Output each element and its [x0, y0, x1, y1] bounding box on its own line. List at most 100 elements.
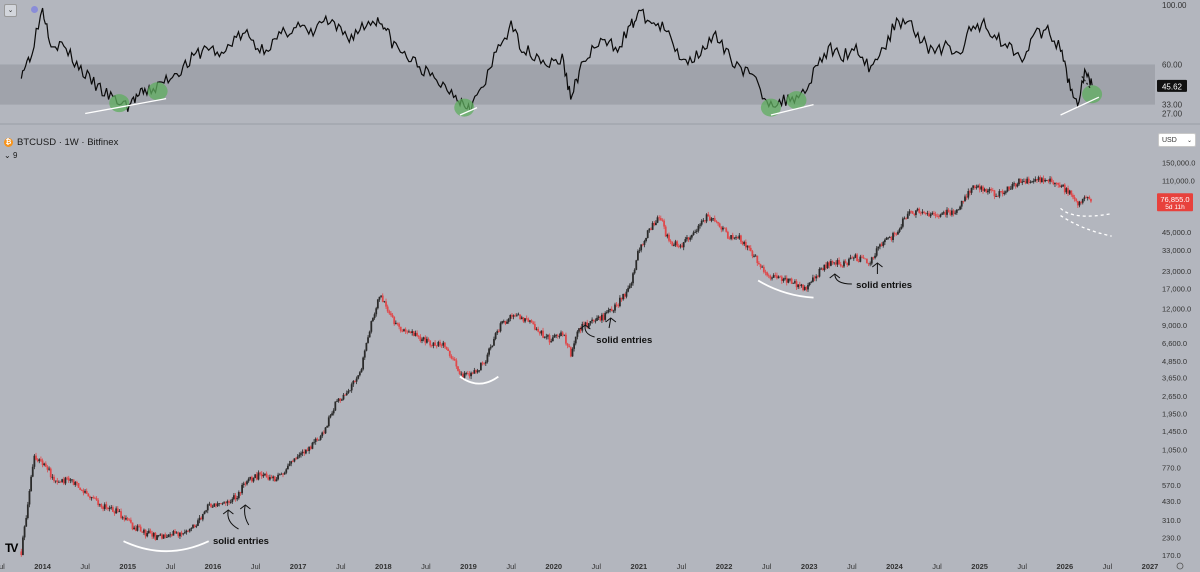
- candle-body: [437, 341, 440, 346]
- candle-body: [48, 468, 51, 470]
- candle-body: [733, 237, 736, 239]
- candle-body: [987, 190, 989, 193]
- candle-body: [620, 297, 623, 300]
- candle-body: [424, 337, 427, 343]
- candle-body: [506, 321, 508, 324]
- candle-body: [457, 366, 459, 371]
- candle-body: [69, 479, 72, 481]
- candle-body: [829, 261, 832, 266]
- price-tick-label: 150,000.0: [1162, 159, 1195, 168]
- time-tick-label: 2027: [1142, 562, 1159, 571]
- candle-body: [228, 501, 230, 503]
- candle-body: [169, 534, 172, 536]
- candle-body: [179, 532, 181, 537]
- candle-body: [259, 472, 261, 474]
- candle-body: [481, 362, 484, 364]
- candle-body: [190, 527, 193, 529]
- candle-body: [717, 221, 719, 224]
- candle-body: [121, 517, 124, 519]
- candle-body: [766, 272, 769, 276]
- candle-body: [1057, 182, 1060, 185]
- candle-body: [497, 331, 500, 332]
- candle-body: [663, 220, 665, 227]
- candle-body: [342, 394, 345, 400]
- candle-body: [800, 284, 803, 286]
- time-tick-label: 2023: [801, 562, 818, 571]
- candle-body: [322, 432, 325, 434]
- candle-body: [381, 295, 384, 302]
- candle-body: [599, 316, 602, 321]
- candle-body: [93, 497, 96, 499]
- symbol-line: BTCUSD · 1W · Bitfinex: [17, 137, 119, 148]
- candle-body: [1011, 184, 1014, 189]
- candle-body: [566, 343, 569, 346]
- candle-body: [623, 293, 626, 297]
- candle-body: [985, 189, 988, 193]
- candle-body: [58, 481, 60, 483]
- candle-body: [22, 537, 24, 556]
- candle-body: [383, 301, 386, 303]
- candle-body: [996, 196, 999, 197]
- candle-body: [108, 507, 111, 510]
- candle-body: [59, 481, 62, 483]
- candle-body: [224, 502, 227, 504]
- candle-body: [746, 245, 749, 248]
- candle-body: [316, 438, 319, 441]
- candle-body: [116, 508, 119, 512]
- candle-body: [547, 335, 549, 337]
- candle-body: [704, 220, 706, 222]
- currency-select[interactable]: USD ⌄: [1158, 133, 1196, 147]
- candle-body: [852, 257, 855, 259]
- candle-body: [674, 241, 677, 246]
- candle-body: [854, 254, 857, 258]
- candle-body: [919, 212, 922, 214]
- candle-body: [133, 527, 136, 530]
- candle-body: [695, 230, 698, 232]
- candle-body: [100, 504, 103, 508]
- candle-body: [157, 535, 160, 537]
- symbol-header[interactable]: ₿ BTCUSD · 1W · Bitfinex: [4, 137, 118, 148]
- collapse-toggle-icon[interactable]: ⌄: [4, 4, 17, 17]
- candle-body: [1075, 199, 1078, 201]
- candle-body: [1076, 200, 1079, 206]
- time-tick-label: 2015: [119, 562, 136, 571]
- candle-body: [789, 278, 791, 280]
- oscillator-tick-label: 27.00: [1162, 110, 1183, 119]
- candle-body: [318, 439, 320, 441]
- candle-body: [1026, 178, 1029, 184]
- candle-body: [965, 196, 968, 198]
- price-tick-label: 12,000.0: [1162, 305, 1191, 314]
- candle-body: [499, 323, 502, 332]
- candle-body: [862, 257, 865, 259]
- candle-body: [686, 237, 688, 240]
- candle-body: [350, 384, 353, 391]
- candle-body: [669, 240, 672, 242]
- candle-body: [952, 210, 955, 214]
- candle-body: [527, 318, 530, 322]
- candle-body: [54, 480, 57, 482]
- candle-body: [233, 495, 235, 499]
- candle-body: [1072, 195, 1074, 198]
- price-tick-label: 17,000.0: [1162, 284, 1191, 293]
- candle-body: [147, 530, 150, 533]
- candle-body: [365, 342, 368, 351]
- candle-body: [113, 511, 116, 514]
- candle-body: [264, 473, 266, 476]
- time-tick-label: 2021: [631, 562, 648, 571]
- price-tick-label: 170.0: [1162, 551, 1181, 560]
- candle-body: [522, 317, 525, 322]
- projection-curve: [1060, 207, 1112, 217]
- volume-toggle[interactable]: ⌄ 9: [4, 151, 17, 160]
- time-tick-label: Jul: [591, 562, 601, 571]
- candle-body: [31, 466, 34, 477]
- candle-body: [1062, 184, 1065, 187]
- candle-body: [901, 218, 904, 227]
- candle-body: [555, 335, 558, 336]
- candle-body: [378, 296, 381, 300]
- candle-body: [1024, 181, 1027, 184]
- candle-body: [422, 337, 425, 340]
- price-tick-label: 1,050.0: [1162, 445, 1187, 454]
- time-tick-label: Jul: [1103, 562, 1113, 571]
